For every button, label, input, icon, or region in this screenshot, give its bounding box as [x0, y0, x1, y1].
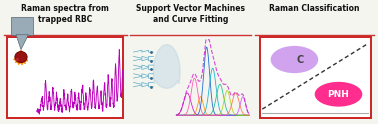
Ellipse shape	[15, 58, 19, 61]
Text: Support Vector Machines
and Curve Fitting: Support Vector Machines and Curve Fittin…	[136, 4, 245, 24]
FancyBboxPatch shape	[260, 37, 371, 118]
Text: PNH: PNH	[328, 90, 349, 99]
FancyBboxPatch shape	[11, 17, 33, 35]
Text: C: C	[297, 55, 304, 64]
FancyBboxPatch shape	[8, 37, 123, 118]
Ellipse shape	[271, 46, 318, 73]
Text: Raman spectra from
trapped RBC: Raman spectra from trapped RBC	[21, 4, 109, 24]
Ellipse shape	[15, 51, 27, 63]
Polygon shape	[16, 35, 28, 50]
Polygon shape	[153, 45, 180, 88]
Text: Raman Classification: Raman Classification	[270, 4, 360, 13]
Ellipse shape	[314, 82, 362, 107]
